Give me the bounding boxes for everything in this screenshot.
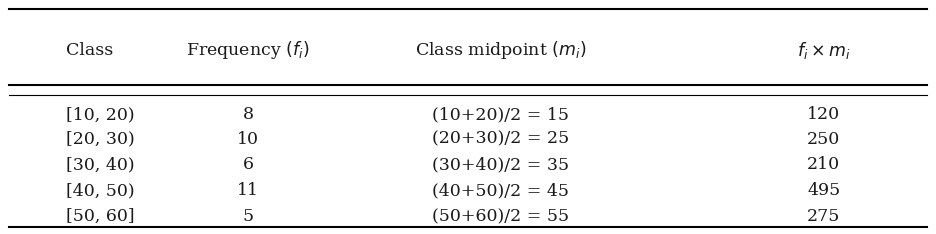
Text: (50+60)/2 = 55: (50+60)/2 = 55 [432,208,569,225]
Text: (40+50)/2 = 45: (40+50)/2 = 45 [432,182,569,199]
Text: Frequency $(f_i)$: Frequency $(f_i)$ [186,39,310,61]
Text: 6: 6 [242,157,254,173]
Text: [10, 20): [10, 20) [66,106,134,123]
Text: (30+40)/2 = 35: (30+40)/2 = 35 [432,157,569,173]
Text: 8: 8 [242,106,254,123]
Text: (20+30)/2 = 25: (20+30)/2 = 25 [432,131,569,148]
Text: 210: 210 [807,157,841,173]
Text: [30, 40): [30, 40) [66,157,134,173]
Text: 5: 5 [242,208,254,225]
Text: [40, 50): [40, 50) [66,182,134,199]
Text: [50, 60]: [50, 60] [66,208,134,225]
Text: (10+20)/2 = 15: (10+20)/2 = 15 [432,106,569,123]
Text: 495: 495 [807,182,841,199]
Text: Class midpoint $(m_i)$: Class midpoint $(m_i)$ [415,39,587,61]
Text: Class: Class [66,42,112,59]
Text: 11: 11 [237,182,259,199]
Text: [20, 30): [20, 30) [66,131,134,148]
Text: 275: 275 [807,208,841,225]
Text: 10: 10 [237,131,259,148]
Text: 120: 120 [807,106,841,123]
Text: 250: 250 [807,131,841,148]
Text: $f_i \times m_i$: $f_i \times m_i$ [797,40,851,61]
